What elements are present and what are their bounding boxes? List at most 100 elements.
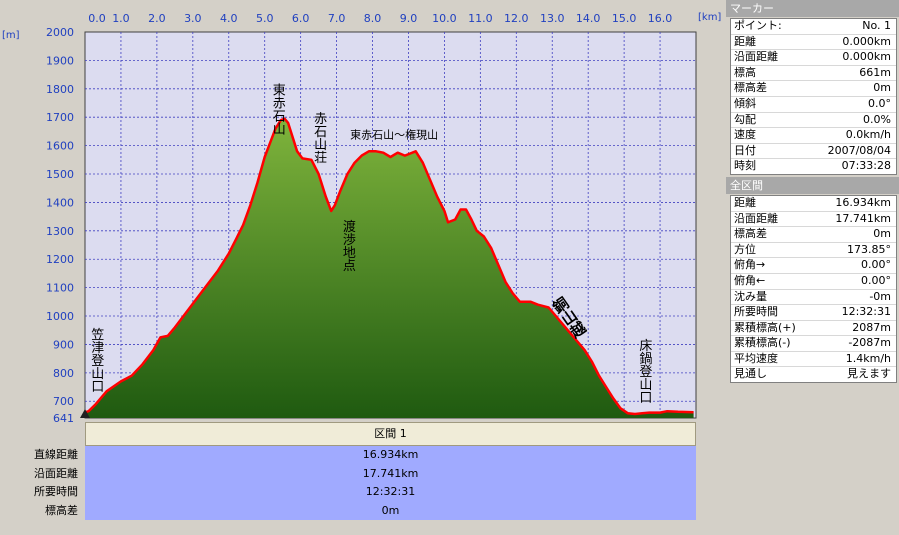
- segment-label-surface: 沿面距離: [34, 466, 78, 480]
- y-tick-label: 1500: [46, 168, 74, 181]
- section-value: -0m: [869, 289, 891, 303]
- x-tick-label: 5.0: [256, 12, 274, 25]
- section-value: -2087m: [848, 336, 891, 350]
- x-tick-label: 15.0: [612, 12, 637, 25]
- marker-value: 0m: [873, 81, 891, 95]
- marker-label: 標高差: [734, 81, 767, 95]
- marker-label: 傾斜: [734, 96, 756, 110]
- y-unit-label: [m]: [2, 30, 20, 41]
- x-tick-label: 9.0: [400, 12, 418, 25]
- marker-label: 速度: [734, 128, 756, 142]
- marker-value: 07:33:28: [841, 159, 891, 173]
- section-row: 俯角← 0.00°: [731, 274, 896, 290]
- segment-label-straight: 直線距離: [34, 448, 78, 461]
- marker-label: 勾配: [734, 112, 756, 126]
- marker-value: 2007/08/04: [827, 143, 891, 157]
- x-tick-label: 11.0: [468, 12, 493, 25]
- segment-values-panel: 16.934km 17.741km 12:32:31 0m: [85, 446, 696, 520]
- y-tick-label: 1700: [46, 111, 74, 124]
- annotation-label: 渡渉地点: [340, 219, 356, 272]
- marker-value: No. 1: [862, 19, 891, 32]
- marker-value: 0.0km/h: [845, 128, 891, 142]
- section-row: 見通し 見えます: [731, 367, 896, 382]
- marker-table: ポイント: No. 1 距離 0.000km 沿面距離 0.000km 標高 661m 標高差 0…: [730, 18, 897, 175]
- marker-row: 日付 2007/08/04: [731, 144, 896, 160]
- marker-row: ポイント: No. 1: [731, 19, 896, 35]
- segment-header-button[interactable]: 区間 1: [85, 422, 696, 446]
- marker-row: 速度 0.0km/h: [731, 128, 896, 144]
- section-value: 173.85°: [847, 242, 891, 256]
- section-label: 沿面距離: [734, 211, 778, 225]
- x-tick-label: 8.0: [364, 12, 382, 25]
- segment-label-elev: 標高差: [45, 503, 78, 517]
- y-tick-label: 2000: [46, 26, 74, 39]
- marker-row: 標高差 0m: [731, 81, 896, 97]
- x-tick-labels: 0.0 1.0 2.0 3.0 4.0 5.0 6.0 7.0 8.0 9.0 10.0 11.0 12…: [88, 12, 672, 25]
- section-row: 所要時間 12:32:31: [731, 305, 896, 321]
- section-row: 累積標高(-) -2087m: [731, 336, 896, 352]
- marker-label: 距離: [734, 34, 756, 48]
- annotation-label: 床鍋登山口: [636, 339, 652, 404]
- marker-label: ポイント:: [734, 19, 782, 32]
- y-tick-label: 641: [53, 412, 74, 422]
- marker-row: 傾斜 0.0°: [731, 97, 896, 113]
- elevation-profile-chart: 0.0 1.0 2.0 3.0 4.0 5.0 6.0 7.0 8.0 9.0 10.0 11.0 12…: [2, 12, 721, 422]
- x-tick-label: 10.0: [432, 12, 457, 25]
- marker-label: 標高: [734, 65, 756, 79]
- section-value: 見えます: [847, 367, 891, 381]
- section-row: 俯角→ 0.00°: [731, 258, 896, 274]
- section-value: 0m: [873, 227, 891, 241]
- x-tick-label: 0.0: [88, 12, 106, 25]
- y-tick-label: 900: [53, 338, 74, 351]
- y-tick-label: 1600: [46, 140, 74, 153]
- section-value: 1.4km/h: [845, 351, 891, 365]
- section-label: 俯角→: [734, 258, 766, 272]
- x-tick-label: 1.0: [112, 12, 130, 25]
- marker-value: 0.0°: [868, 96, 891, 110]
- x-tick-label: 12.0: [504, 12, 529, 25]
- y-tick-labels: 2000 1900 1800 1700 1600 1500 1400 1300 1200 1100…: [46, 26, 74, 422]
- section-row: 沈み量 -0m: [731, 290, 896, 306]
- x-tick-label: 13.0: [540, 12, 565, 25]
- section-label: 俯角←: [734, 273, 766, 287]
- section-row: 標高差 0m: [731, 227, 896, 243]
- marker-row: 勾配 0.0%: [731, 113, 896, 129]
- x-tick-label: 16.0: [648, 12, 673, 25]
- annotation-label: 東赤石山: [270, 83, 286, 136]
- info-sidebar: マーカー ポイント: No. 1 距離 0.000km 沿面距離 0.000km 標高 661…: [726, 0, 899, 535]
- marker-value: 661m: [859, 65, 891, 79]
- y-tick-label: 1200: [46, 253, 74, 266]
- marker-panel-title: マーカー: [726, 0, 899, 17]
- y-tick-label: 1800: [46, 83, 74, 96]
- section-value: 2087m: [852, 320, 891, 334]
- section-label: 累積標高(-): [734, 336, 791, 350]
- x-unit-label: [km]: [698, 12, 721, 23]
- segment-value-straight: 16.934km: [362, 448, 419, 461]
- segment-labels: 直線距離 沿面距離 所要時間 標高差: [0, 446, 84, 520]
- section-row: 沿面距離 17.741km: [731, 212, 896, 228]
- section-label: 方位: [734, 242, 756, 256]
- section-label: 距離: [734, 195, 756, 209]
- x-tick-label: 3.0: [184, 12, 202, 25]
- x-tick-label: 2.0: [148, 12, 166, 25]
- marker-row: 距離 0.000km: [731, 35, 896, 51]
- section-value: 17.741km: [835, 211, 891, 225]
- section-value: 12:32:31: [841, 305, 891, 319]
- x-tick-label: 4.0: [220, 12, 238, 25]
- marker-value: 0.000km: [842, 50, 891, 64]
- section-table: 距離 16.934km 沿面距離 17.741km 標高差 0m 方位 173.85° 俯角→ 0…: [730, 194, 897, 384]
- start-marker[interactable]: [80, 409, 90, 418]
- section-panel-title: 全区間: [726, 176, 899, 194]
- section-row: 距離 16.934km: [731, 196, 896, 212]
- elevation-line: [84, 117, 694, 416]
- section-value: 0.00°: [861, 273, 891, 287]
- section-label: 沈み量: [734, 289, 767, 303]
- y-tick-label: 1900: [46, 54, 74, 67]
- marker-row: 標高 661m: [731, 66, 896, 82]
- annotation-label: 笠津登山口: [88, 327, 104, 392]
- y-tick-label: 1000: [46, 310, 74, 323]
- section-row: 累積標高(+) 2087m: [731, 321, 896, 337]
- y-tick-label: 1300: [46, 225, 74, 238]
- marker-row: 沿面距離 0.000km: [731, 50, 896, 66]
- section-label: 見通し: [734, 367, 767, 381]
